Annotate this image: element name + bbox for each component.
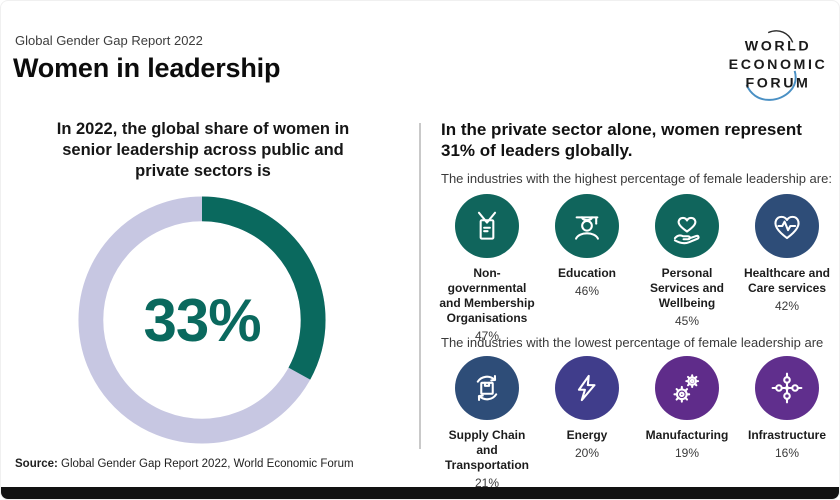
lightning-icon: [577, 374, 596, 402]
industry-name: Supply Chain and Transportation: [444, 428, 529, 473]
world-economic-forum-logo: WORLD ECONOMIC FORUM: [729, 30, 828, 101]
vertical-divider: [419, 123, 421, 449]
industry-item-personal-services: Personal Services and Wellbeing 45%: [637, 194, 737, 343]
network-hub-icon: [771, 372, 803, 404]
industry-percentage: 20%: [574, 446, 600, 461]
private-sector-heading: In the private sector alone, women repre…: [441, 120, 802, 161]
graduate-icon: [575, 216, 599, 240]
donut-chart: 33%: [73, 191, 331, 449]
box-cycle-icon: [476, 375, 498, 401]
industry-item-infrastructure: Infrastructure 16%: [737, 356, 837, 490]
lowest-industries-row: Supply Chain and Transportation 21% Ener…: [437, 356, 837, 490]
industry-icon-circle: [455, 356, 519, 420]
industry-percentage: 42%: [774, 299, 800, 314]
report-label: Global Gender Gap Report 2022: [15, 33, 203, 48]
source-text: Global Gender Gap Report 2022, World Eco…: [57, 458, 354, 470]
industry-percentage: 46%: [574, 284, 600, 299]
industry-icon-circle: [455, 194, 519, 258]
industry-item-education: Education 46%: [537, 194, 637, 343]
source-line: Source: Global Gender Gap Report 2022, W…: [15, 458, 354, 470]
logo-blue-arc-icon: [745, 70, 797, 101]
industry-item-ngo: Non-governmental and Membership Organisa…: [437, 194, 537, 343]
industry-name: Non-governmental and Membership Organisa…: [439, 266, 535, 326]
industry-item-energy: Energy 20%: [537, 356, 637, 490]
donut-center-value: 33%: [143, 286, 261, 354]
industry-name: Personal Services and Wellbeing: [649, 266, 725, 311]
heart-pulse-icon: [774, 215, 800, 240]
gears-icon: [673, 374, 700, 403]
donut-chart-svg: [78, 196, 326, 444]
logo-line-forum: FORUM: [746, 76, 811, 92]
heart-in-hand-icon: [673, 216, 700, 245]
industry-percentage: 47%: [474, 329, 500, 344]
industry-item-manufacturing: Manufacturing 19%: [637, 356, 737, 490]
industry-icon-circle: [755, 194, 819, 258]
industry-percentage: 21%: [474, 476, 500, 491]
industry-icon-circle: [755, 356, 819, 420]
logo-dark-arc-icon: [767, 30, 794, 43]
highest-industries-row: Non-governmental and Membership Organisa…: [437, 194, 837, 343]
industry-name: Infrastructure: [747, 428, 827, 442]
highest-industries-label: The industries with the highest percenta…: [441, 171, 832, 186]
industry-name: Education: [557, 266, 616, 280]
source-label: Source:: [15, 458, 58, 470]
industry-item-healthcare: Healthcare and Care services 42%: [737, 194, 837, 343]
industry-icon-circle: [555, 194, 619, 258]
industry-percentage: 16%: [774, 446, 800, 461]
logo-line-economic: ECONOMIC: [729, 57, 828, 73]
industry-name: Manufacturing: [645, 428, 729, 442]
industry-percentage: 19%: [674, 446, 700, 461]
industry-icon-circle: [655, 356, 719, 420]
industry-percentage: 45%: [674, 314, 700, 329]
page-title: Women in leadership: [13, 53, 281, 83]
id-badge-icon: [477, 211, 497, 240]
industry-name: Energy: [566, 428, 608, 442]
donut-arc: [78, 196, 326, 444]
industry-icon-circle: [655, 194, 719, 258]
left-intro-text: In 2022, the global share of women in se…: [56, 120, 350, 181]
industry-item-supply-chain: Supply Chain and Transportation 21%: [437, 356, 537, 490]
logo-line-world: WORLD: [745, 38, 811, 54]
industry-icon-circle: [555, 356, 619, 420]
industry-name: Healthcare and Care services: [743, 266, 831, 296]
bottom-black-bar: [1, 487, 839, 499]
lowest-industries-label: The industries with the lowest percentag…: [441, 335, 824, 350]
